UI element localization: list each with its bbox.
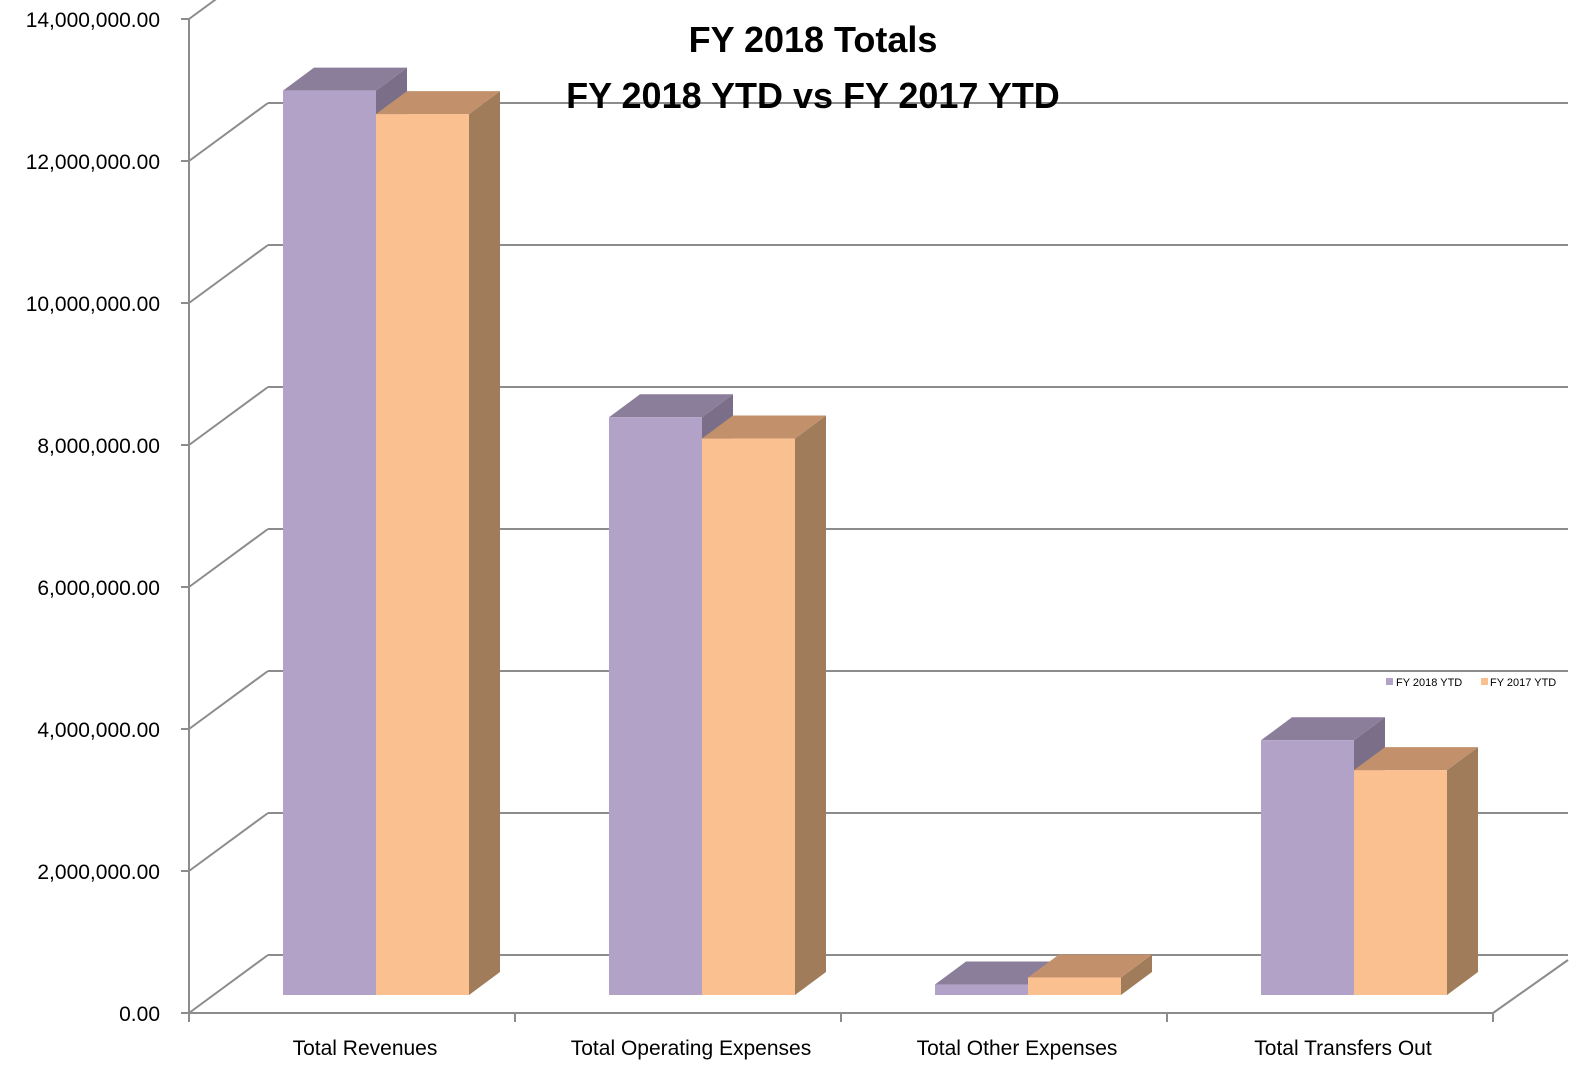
gridline-diagonal (188, 812, 269, 872)
bar (376, 91, 500, 995)
bar-top (283, 67, 407, 91)
y-tick-label: 14,000,000.00 (26, 9, 160, 32)
bars (283, 67, 1478, 995)
legend-label-fy2018: FY 2018 YTD (1396, 677, 1462, 689)
y-tick-label: 12,000,000.00 (26, 151, 160, 174)
bar-front (1261, 740, 1354, 995)
bar-side (1447, 747, 1478, 995)
gridline-diagonal (188, 0, 217, 20)
y-tick-label: 10,000,000.00 (26, 293, 160, 316)
bar-front (376, 114, 469, 995)
bar-side (795, 415, 826, 995)
y-tick-label: 6,000,000.00 (37, 577, 160, 600)
legend-label-fy2017: FY 2017 YTD (1490, 677, 1556, 689)
bar-front (609, 417, 702, 995)
bar-side (1121, 954, 1152, 995)
chart-title: FY 2018 Totals (689, 19, 938, 60)
gridline-diagonal (188, 528, 269, 588)
y-tick-label: 0.00 (119, 1003, 160, 1026)
bar-top (1028, 954, 1152, 978)
category-labels: Total Revenues Total Operating Expenses To… (293, 1037, 1432, 1060)
category-label: Total Operating Expenses (571, 1037, 811, 1060)
bar-side (469, 91, 500, 995)
y-tick-label: 4,000,000.00 (37, 719, 160, 742)
bar-top (1354, 747, 1478, 771)
axes (181, 18, 1569, 1022)
gridline-diagonal (188, 670, 269, 730)
floor-edge (1492, 959, 1569, 1014)
chart-subtitle: FY 2018 YTD vs FY 2017 YTD (566, 75, 1060, 116)
gridline-diagonal (188, 244, 269, 304)
bar-front (702, 438, 795, 995)
gridline-diagonal (188, 954, 269, 1014)
bar-front (1354, 770, 1447, 995)
bar-top (376, 91, 500, 115)
y-tick-labels: 0.00 2,000,000.00 4,000,000.00 6,000,000.00… (26, 9, 160, 1026)
legend-swatch-fy2017 (1481, 678, 1488, 685)
bar-top (1261, 717, 1385, 741)
category-label: Total Revenues (293, 1037, 438, 1060)
gridline-diagonal (188, 102, 269, 162)
bar-front (935, 984, 1028, 995)
y-tick-label: 8,000,000.00 (37, 435, 160, 458)
gridline-diagonal (188, 386, 269, 446)
category-label: Total Transfers Out (1254, 1037, 1432, 1060)
bar-top (609, 394, 733, 418)
bar-front (1028, 977, 1121, 995)
legend-swatch-fy2018 (1386, 678, 1393, 685)
y-tick-label: 2,000,000.00 (37, 861, 160, 884)
bar-front (283, 90, 376, 995)
bar-top (702, 415, 826, 439)
bar (702, 415, 826, 995)
legend: FY 2018 YTD FY 2017 YTD (1386, 677, 1556, 689)
bar (1028, 954, 1152, 995)
category-label: Total Other Expenses (917, 1037, 1118, 1060)
bar (1354, 747, 1478, 995)
